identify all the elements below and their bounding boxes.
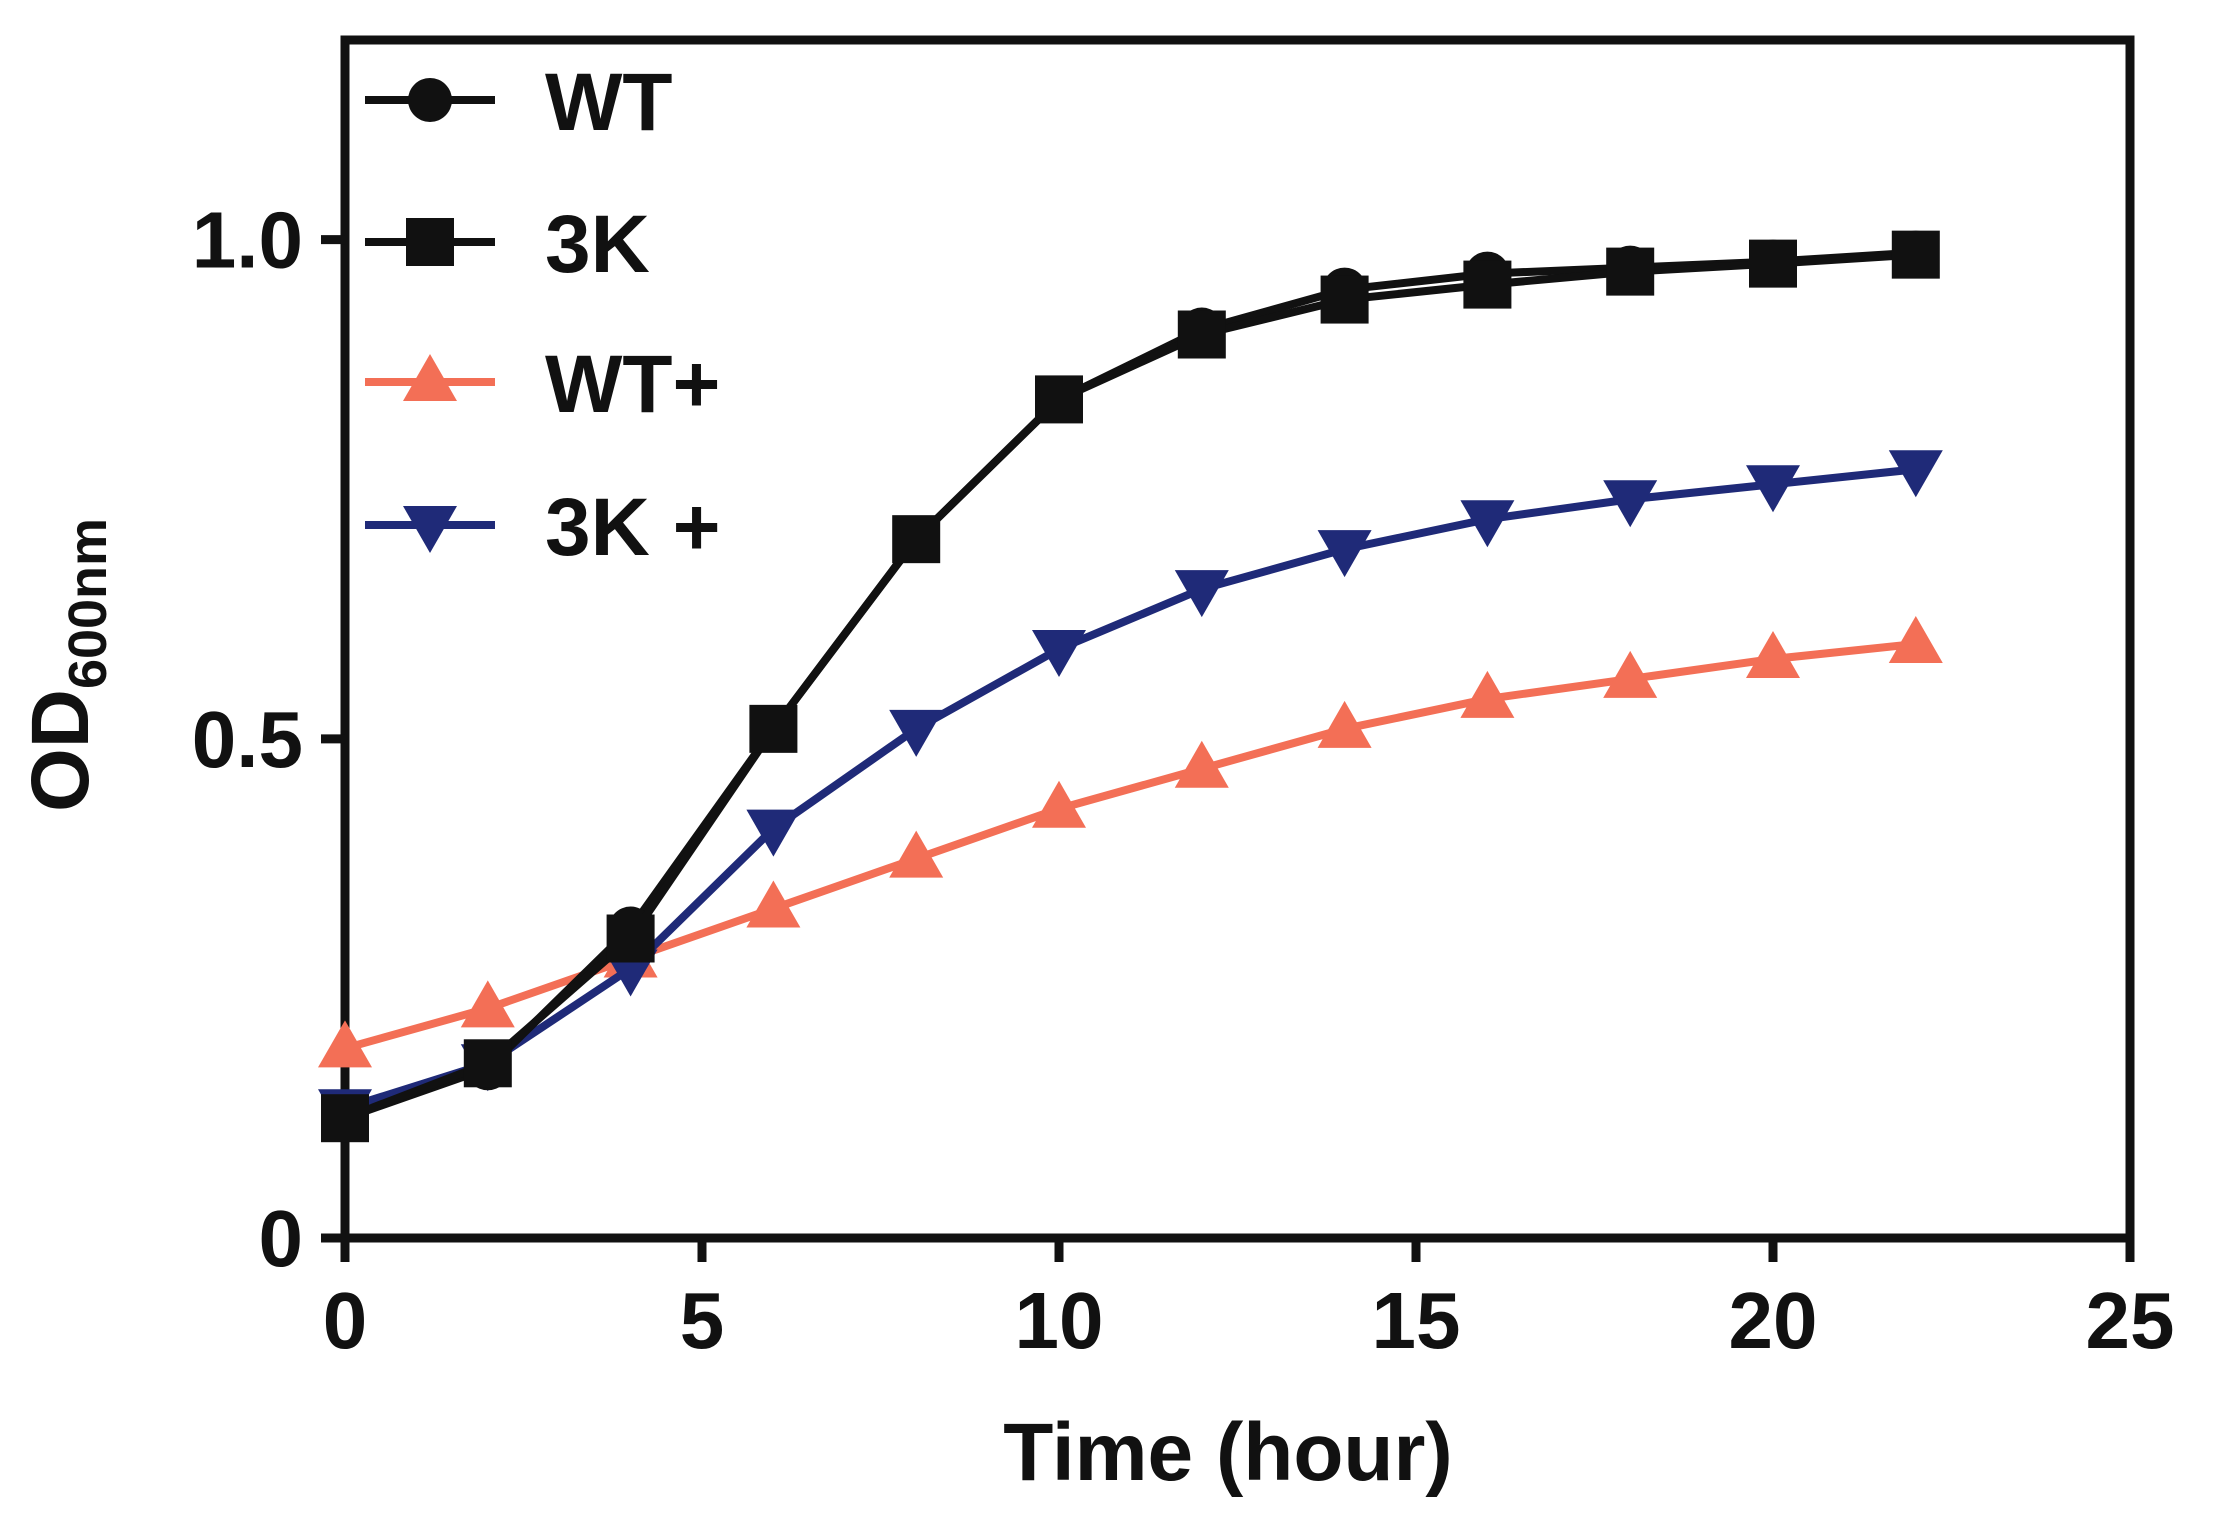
data-point-3k [749, 704, 798, 753]
data-point-3k [1749, 239, 1797, 288]
y-axis-label-main: OD [15, 689, 106, 812]
y-tick-label: 0 [259, 1194, 304, 1283]
legend-item: WT [365, 57, 672, 148]
legend-marker [403, 506, 457, 553]
legend-marker [403, 354, 457, 401]
legend-item: 3K [365, 199, 650, 290]
data-point-3kplus [889, 709, 944, 757]
x-tick-label: 15 [1372, 1276, 1461, 1365]
x-tick-label: 0 [323, 1276, 368, 1365]
series-line-3kplus [343, 465, 1917, 1113]
legend-item: WT+ [365, 339, 720, 430]
legend-label: WT [545, 57, 672, 148]
series-line-wtplus [343, 640, 1917, 1053]
data-point-3kplus [1460, 500, 1515, 548]
series-3k [321, 230, 1940, 1143]
data-point-wtplus [1032, 780, 1086, 828]
data-point-wtplus [460, 980, 515, 1028]
data-point-wtplus [746, 880, 801, 928]
legend-item: 3K + [365, 482, 721, 573]
data-point-3k [1320, 275, 1369, 324]
data-point-3k [321, 1094, 369, 1143]
series-3kplus [318, 450, 1943, 1137]
data-point-3kplus [1888, 450, 1943, 498]
x-axis-label: Time (hour) [1003, 1407, 1452, 1498]
plot-frame [340, 35, 2135, 1243]
data-point-3kplus [1032, 629, 1086, 677]
data-point-3kplus [1603, 480, 1658, 528]
data-point-3kplus [746, 809, 801, 857]
data-point-wtplus [1460, 670, 1515, 718]
data-point-wtplus [1888, 615, 1943, 663]
data-point-3k [1891, 230, 1940, 279]
data-point-3kplus [1317, 530, 1372, 578]
data-point-3k [1035, 375, 1083, 424]
y-axis-label-subscript: 600nm [58, 518, 118, 689]
data-point-3k [1606, 247, 1655, 296]
legend: WT 3K WT+ 3K + [365, 57, 721, 573]
legend-label: WT+ [545, 339, 720, 430]
data-point-wtplus [1174, 740, 1229, 788]
data-point-3k [892, 515, 941, 564]
y-axis-label: OD600nm [15, 518, 118, 812]
y-tick-label: 1.0 [192, 196, 303, 285]
x-tick-label: 20 [1729, 1276, 1818, 1365]
data-point-wtplus [1746, 630, 1800, 678]
legend-label: 3K [545, 199, 650, 290]
data-point-3k [606, 914, 655, 963]
data-point-wtplus [1317, 700, 1372, 748]
data-point-3kplus [1174, 570, 1229, 618]
x-tick-label: 5 [680, 1276, 725, 1365]
legend-marker [406, 218, 454, 266]
data-point-wtplus [1603, 650, 1658, 698]
data-point-3kplus [1746, 465, 1800, 513]
y-tick-label: 0.5 [192, 695, 303, 784]
data-point-wtplus [889, 830, 944, 878]
data-point-3k [1177, 310, 1226, 359]
x-tick-label: 25 [2086, 1276, 2175, 1365]
data-point-3k [1463, 260, 1512, 309]
data-point-wtplus [318, 1020, 372, 1068]
axes-layer: 0 5 10 15 20 25 0 0.5 1.0 [192, 35, 2175, 1365]
x-tick-label: 10 [1015, 1276, 1104, 1365]
series-layer [318, 230, 1943, 1143]
data-point-3k [463, 1039, 512, 1088]
legend-marker [408, 78, 452, 122]
legend-label: 3K + [545, 482, 721, 573]
